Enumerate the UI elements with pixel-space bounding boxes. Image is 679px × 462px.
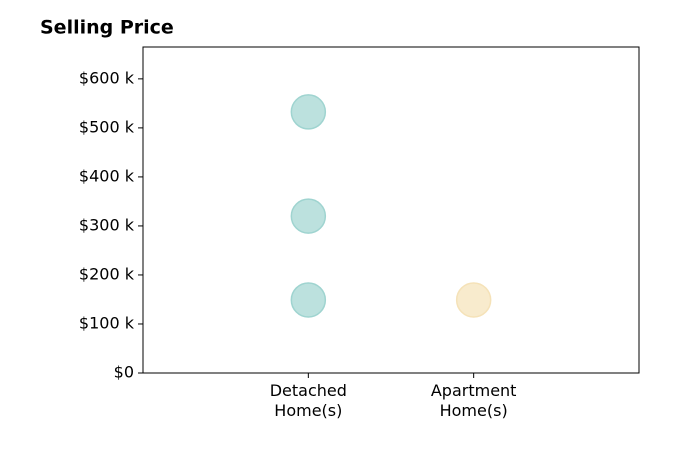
point (455, 282, 492, 318)
y-tick-label: $400 k (79, 166, 135, 185)
point (290, 282, 327, 318)
chart-title: Selling Price (40, 17, 174, 39)
point (290, 94, 327, 130)
y-tick-label: $600 k (79, 68, 135, 87)
y-tick-label: $500 k (79, 117, 135, 136)
y-tick-label: $100 k (79, 313, 135, 332)
y-tick-label: $0 (114, 363, 134, 382)
y-tick-label: $300 k (79, 215, 135, 234)
point (290, 198, 327, 234)
x-tick-label: Apartment Home(s) (430, 381, 517, 420)
y-tick-label: $200 k (79, 264, 135, 283)
x-tick-label: Detached Home(s) (269, 381, 347, 420)
plot-frame (142, 46, 640, 374)
